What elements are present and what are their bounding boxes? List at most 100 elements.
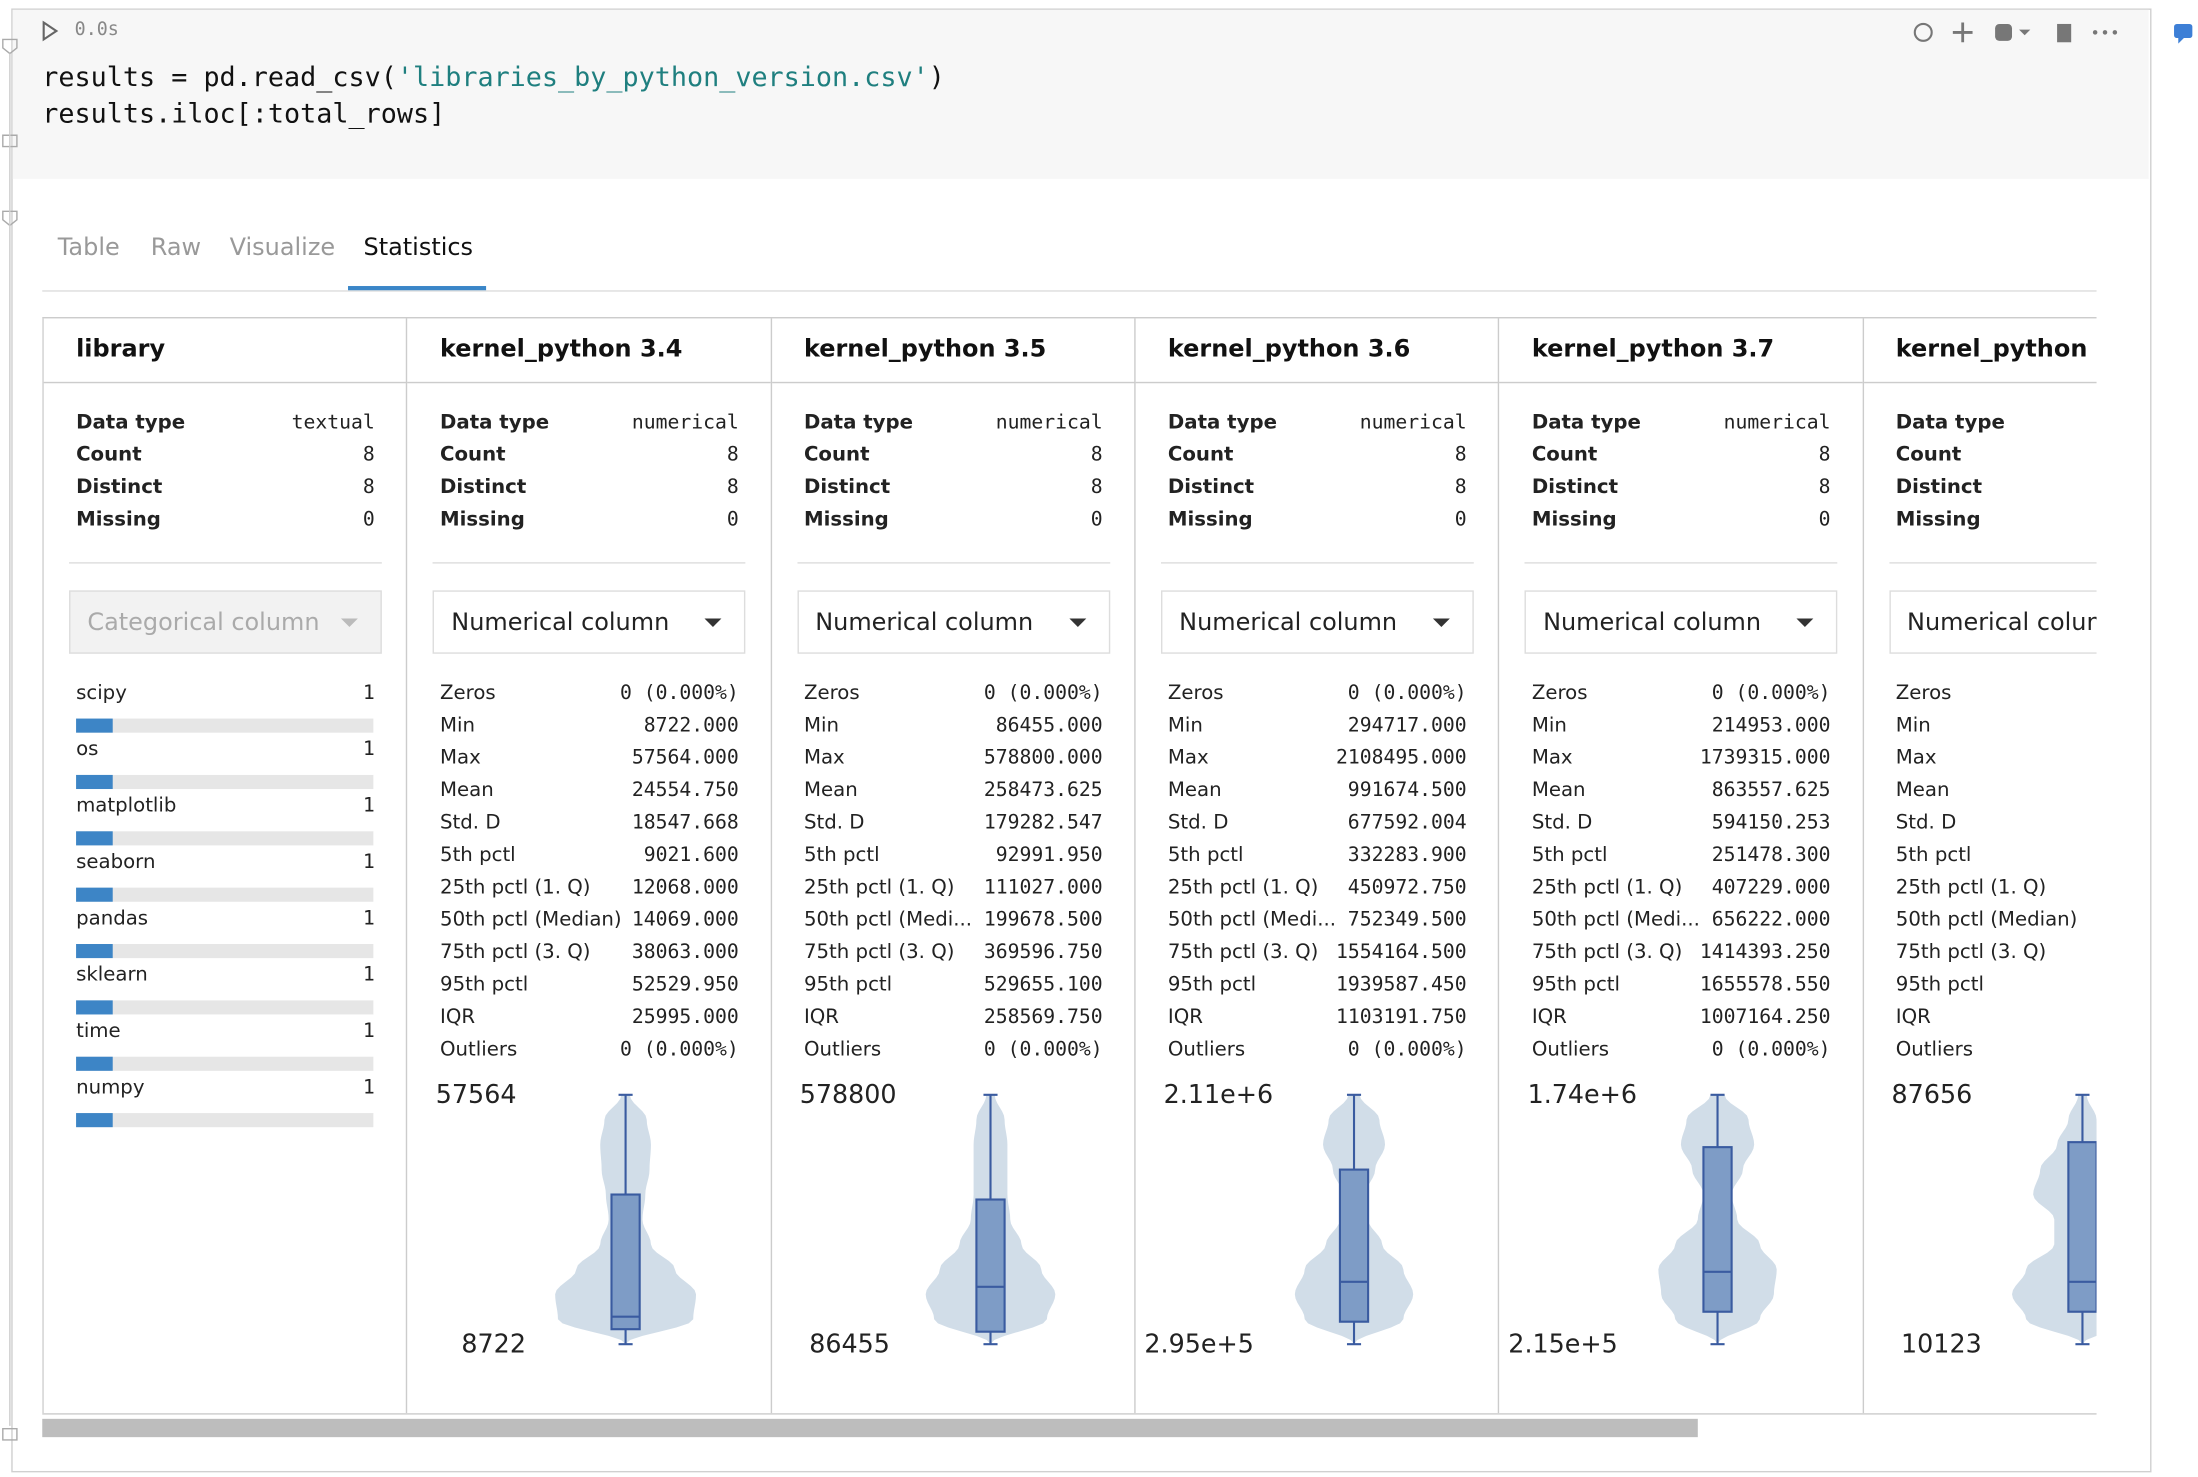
stat-label: Outliers <box>1531 1038 1610 1061</box>
tab[interactable]: Visualize <box>229 233 336 263</box>
stat-value: 57564.000 <box>631 746 739 770</box>
summary-label: Count <box>1531 443 1598 467</box>
arrow <box>340 618 358 627</box>
item-bar-track <box>76 831 374 846</box>
python-icon[interactable] <box>1995 23 2013 41</box>
tab[interactable]: Table <box>57 233 120 263</box>
summary-label: Distinct <box>76 476 163 499</box>
column-type-dropdown: Categorical column <box>69 590 382 654</box>
item-bar <box>76 944 114 959</box>
dropdown-arrow <box>1796 618 1814 627</box>
arrow <box>1432 618 1450 627</box>
column-type-dropdown[interactable]: Numerical column <box>1160 590 1474 654</box>
column-type-dropdown[interactable]: Numerical column <box>796 590 1110 654</box>
box <box>2066 1141 2097 1313</box>
stat-value: 24554.750 <box>631 779 739 802</box>
item-label: sklearn <box>76 963 148 987</box>
column-type-dropdown[interactable]: Numerical column <box>432 590 746 654</box>
summary-value: 0 <box>362 508 375 532</box>
delete-icon[interactable] <box>2057 23 2072 43</box>
stat-label: Std. D <box>1895 811 1957 835</box>
item-count: 1 <box>362 1076 375 1099</box>
stat-value: 0 (0.000%) <box>1347 681 1467 705</box>
item-count: 1 <box>362 1020 375 1043</box>
stat-label: Zeros <box>1167 681 1224 705</box>
box <box>610 1193 642 1331</box>
scrollbar[interactable] <box>42 1418 1698 1438</box>
stat-label: 95th pctl <box>440 973 529 997</box>
summary-value: numerical <box>995 411 1103 434</box>
tab[interactable]: Statistics <box>363 233 474 263</box>
dropdown-label: Numerical column <box>815 608 1034 637</box>
run-button[interactable] <box>39 20 59 43</box>
column-type-dropdown[interactable]: Numerical column <box>1524 590 1838 654</box>
violin-plot <box>2011 1093 2097 1346</box>
cell-frame <box>11 8 2152 1473</box>
plot-max-label: 87656 <box>1891 1080 1973 1111</box>
item-bar-track <box>76 718 374 733</box>
stat-value: 258569.750 <box>983 1006 1103 1029</box>
more-icon[interactable] <box>2112 30 2118 35</box>
summary-label: Distinct <box>1167 476 1255 499</box>
stat-value: 251478.300 <box>1711 843 1831 867</box>
stat-label: 25th pctl (1. Q) <box>803 876 955 899</box>
violin-plot <box>925 1093 1055 1346</box>
item-bar <box>76 831 114 846</box>
column: kernel_python 3.Data typenCountDistinctM… <box>1861 318 2097 1414</box>
column-header: kernel_python 3.4 <box>440 335 683 364</box>
column-header-bg <box>407 318 772 384</box>
column-header-bg <box>771 318 1136 384</box>
stat-label: 5th pctl <box>1167 843 1244 867</box>
summary-label: Distinct <box>440 476 527 499</box>
column-type-dropdown[interactable]: Numerical colum <box>1888 590 2097 654</box>
stat-value: 1414393.250 <box>1699 941 1831 964</box>
comments-icon[interactable] <box>2173 23 2196 46</box>
code: results = pd.read_csv('libraries_by_pyth… <box>42 59 945 132</box>
summary-label: Data type <box>76 411 186 434</box>
stats-table: library Data type textual Count 8 Distinct 8 Mi… <box>42 317 2097 1415</box>
stat-label: Max <box>803 746 845 770</box>
item-count: 1 <box>362 963 375 987</box>
separator <box>1888 562 2097 564</box>
summary-value: 8 <box>1454 443 1467 467</box>
stat-label: Outliers <box>1895 1038 1974 1061</box>
stat-label: Min <box>803 714 839 737</box>
stat-value: 0 (0.000%) <box>983 681 1103 705</box>
add-icon[interactable] <box>1952 22 1973 43</box>
stat-value: 92991.950 <box>995 843 1103 867</box>
stat-label: Mean <box>803 779 858 802</box>
stat-label: Std. D <box>1167 811 1229 835</box>
item-label: pandas <box>76 907 149 930</box>
run-time: 0.0s <box>74 19 119 41</box>
summary-label: Count <box>1895 443 1962 467</box>
stat-value: 656222.000 <box>1711 908 1831 932</box>
summary-label: Distinct <box>803 476 891 499</box>
item-bar <box>76 718 114 733</box>
item-bar-track <box>76 1113 374 1128</box>
stat-label: 25th pctl (1. Q) <box>1895 876 2047 899</box>
plot-min-label: 2.95e+5 <box>1144 1330 1254 1360</box>
column: library Data type textual Count 8 Distinct 8 Mi… <box>42 318 408 1414</box>
stat-label: Zeros <box>440 681 496 705</box>
stat-label: 95th pctl <box>803 973 893 997</box>
ai-icon[interactable] <box>1913 22 1933 42</box>
stat-value: 1007164.250 <box>1699 1006 1831 1029</box>
item-bar-track <box>76 1056 374 1071</box>
stat-value: 9021.600 <box>643 843 739 867</box>
stat-value: 12068.000 <box>631 876 739 899</box>
summary-label: Count <box>440 443 506 467</box>
summary-label: Data type <box>1167 411 1277 434</box>
stat-value: 369596.750 <box>983 941 1103 964</box>
dropdown-label: Numerical column <box>451 608 670 637</box>
item-bar <box>76 1113 114 1128</box>
stat-value: 0 (0.000%) <box>1711 1038 1831 1061</box>
violin-plot <box>1294 1093 1414 1346</box>
item-label: numpy <box>76 1076 145 1099</box>
summary-label: Missing <box>1531 508 1617 532</box>
tab[interactable]: Raw <box>150 233 202 263</box>
item-label: matplotlib <box>76 794 177 818</box>
item-count: 1 <box>362 738 375 761</box>
column-header: kernel_python 3.7 <box>1531 335 1775 364</box>
dropdown-label: Numerical colum <box>1907 608 2097 637</box>
